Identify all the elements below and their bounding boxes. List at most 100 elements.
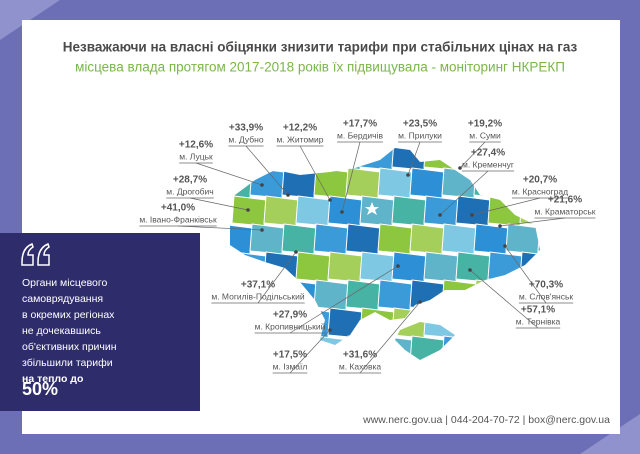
city-dot [470,213,474,217]
leader-line [439,170,489,216]
city-dot [503,244,507,248]
callout-city: м. Кропивницький [255,321,326,331]
quote-figure: 50% [22,379,58,399]
region [295,251,331,283]
callout-value: +31,6% [343,350,377,361]
callout-value: +17,7% [343,119,377,130]
callout-value: +41,0% [161,203,195,214]
city-dot [246,208,250,212]
leader-line [459,141,486,169]
callout-value: +12,6% [179,140,213,151]
leader-line [195,162,263,186]
callout-value: +23,5% [403,119,437,130]
city-dot [418,300,422,304]
region [377,279,413,311]
capital-star [365,202,379,215]
city-dot [286,193,290,197]
city-dot [498,224,502,228]
region [505,223,540,255]
region [313,279,349,311]
callout-value: +28,7% [173,175,207,186]
callout-city: м. Дубно [228,134,263,144]
quote: Органи місцевого самоврядування в окремих … [22,277,117,399]
leader-line [469,269,539,329]
callout-value: +20,7% [523,175,557,186]
callout-city: м. Кременчуг [462,159,514,169]
quote-mark [21,243,50,266]
region [423,195,459,227]
callout-value: +33,9% [229,123,263,134]
quote-line: в окремих регіонах [22,309,115,321]
quote-line: самоврядування [22,293,103,305]
leader-line [245,145,289,196]
callout-city: м. Тернівка [516,316,561,326]
quote-line: не дочекавшись [22,325,101,337]
callout-city: м. Суми [469,130,501,140]
region [409,167,445,199]
region [327,251,363,283]
region [359,195,395,227]
callout-city: м. Житомир [276,134,323,144]
city-dot [396,264,400,268]
city-dot [328,198,332,202]
callout-value: +21,6% [548,195,582,206]
city-dot [260,228,264,232]
subtitle: місцева влада протягом 2017-2018 років ї… [75,60,565,75]
callout-value: +37,1% [241,280,275,291]
callout-city: м. Івано-Франківськ [139,214,217,224]
callout-city: м. Ізмаїл [273,361,308,371]
region [313,223,349,255]
region [263,195,299,227]
city-dot [340,210,344,214]
callout-value: +19,2% [468,119,502,130]
leader-line [471,197,541,216]
leader-line [341,141,361,213]
region [441,223,477,255]
region [377,223,413,255]
callout-city: м. Каховка [339,361,382,371]
region [455,251,491,283]
callout-value: +12,2% [283,123,317,134]
quote-line: Органи місцевого [22,277,107,289]
leader-line [289,265,399,334]
leader-line [504,245,547,304]
region [359,251,395,283]
leader-line [299,145,331,201]
region [473,223,509,255]
city-dot [458,166,462,170]
callout-value: +57,1% [521,305,555,316]
region [409,223,445,255]
callout-city: м. Красноград [512,186,568,196]
leader-line [359,301,421,374]
callout-city: м. Краматорськ [534,206,595,216]
callout-city: м. Бердичів [337,130,383,140]
region [345,167,381,199]
quote-line: об'єктивних причин [22,341,117,353]
city-dot [260,183,264,187]
callout-city: м. Луцьк [179,151,213,161]
callout-value: +27,4% [471,148,505,159]
callout-city: м. Могилів-Подільський [211,291,305,301]
region [391,195,427,227]
callout-value: +27,9% [273,310,307,321]
region [377,167,413,199]
leader-line [257,251,297,304]
city-dot [294,250,298,254]
callout-city: м. Дрогобич [166,186,213,196]
region [423,251,459,283]
region [295,195,331,227]
leader-line [189,197,249,211]
region [281,223,317,255]
footer: www.nerc.gov.ua | 044-204-70-72 | box@ne… [362,414,610,426]
quote-line: збільшили тарифи [22,357,113,369]
city-dot [468,268,472,272]
leader-line [499,217,566,227]
callout-city: м. Слов'янськ [519,291,574,301]
city-dot [406,173,410,177]
leader-line [407,141,421,176]
city-dot [438,213,442,217]
city-dot [328,328,332,332]
callout-value: +70,3% [529,280,563,291]
leader-line [177,225,263,231]
